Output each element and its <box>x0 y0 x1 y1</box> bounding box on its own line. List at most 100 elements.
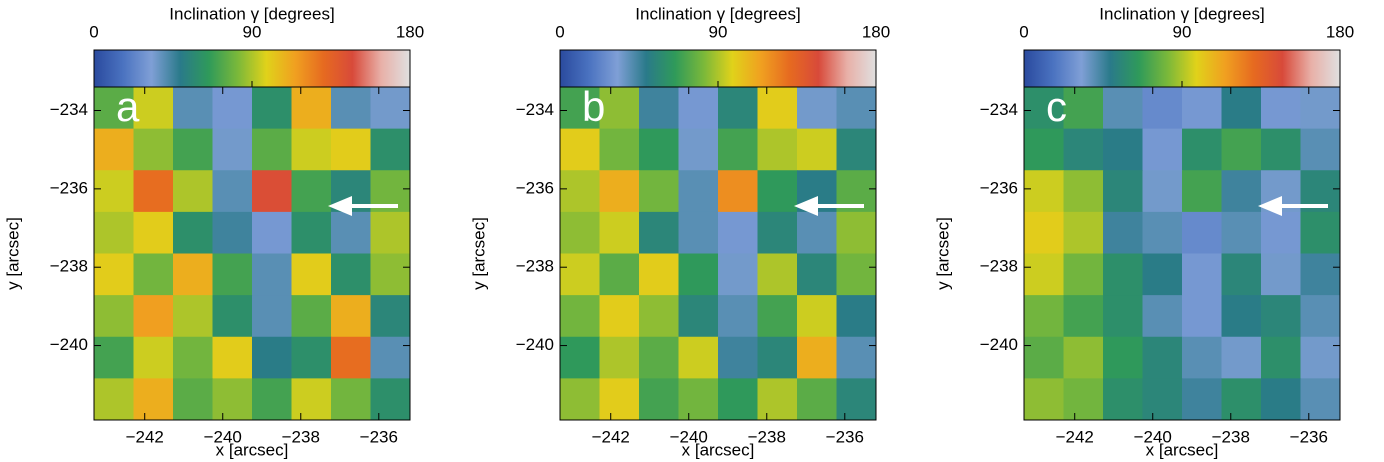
heatmap-cell <box>1024 87 1064 130</box>
heatmap-cell <box>1024 211 1064 254</box>
heatmap-cell <box>757 170 798 213</box>
y-tick-label: −234 <box>980 100 1018 119</box>
heatmap-cell <box>678 128 719 171</box>
heatmap-cell <box>1300 87 1341 130</box>
heatmap-cell <box>599 295 640 338</box>
heatmap-cell <box>1024 253 1064 296</box>
heatmap-cell <box>370 378 411 421</box>
heatmap-cell <box>1024 170 1064 213</box>
heatmap-cell <box>1221 336 1262 379</box>
heatmap-cell <box>639 295 679 338</box>
heatmap-cell <box>370 336 411 379</box>
y-tick-label: −236 <box>980 178 1018 197</box>
heatmap-cell <box>1103 211 1143 254</box>
heatmap-cell <box>1300 211 1341 254</box>
heatmap-cell <box>133 336 174 379</box>
heatmap-cell <box>560 87 600 130</box>
heatmap-cell <box>1024 295 1064 338</box>
colorbar-title: Inclination γ [degrees] <box>1099 4 1264 23</box>
y-tick-label: −238 <box>980 257 1018 276</box>
heatmap-cell <box>599 378 640 421</box>
y-axis-label: y [arcsec] <box>3 217 22 290</box>
x-tick-label: −238 <box>1212 427 1250 446</box>
colorbar-tick-label: 180 <box>862 22 890 41</box>
heatmap-cell <box>133 295 174 338</box>
heatmap-cell <box>1063 170 1104 213</box>
heatmap-cell <box>1063 253 1104 296</box>
heatmap-cell <box>94 87 134 130</box>
heatmap-cell <box>836 128 877 171</box>
heatmap-cell <box>173 336 213 379</box>
plot-frame <box>559 86 877 421</box>
heatmap-cell <box>133 211 174 254</box>
x-tick-label: −238 <box>748 427 786 446</box>
heatmap-cell <box>560 170 600 213</box>
heatmap-cell <box>836 378 877 421</box>
heatmap-cell <box>1182 253 1222 296</box>
colorbar <box>93 49 411 88</box>
heatmap-cell <box>173 128 213 171</box>
heatmap-cell <box>639 170 679 213</box>
heatmap-cell <box>1103 295 1143 338</box>
heatmap-cell <box>1221 378 1262 421</box>
heatmap-cell <box>718 295 758 338</box>
heatmap-cell <box>370 87 411 130</box>
heatmap-cell <box>1182 295 1222 338</box>
panel-letter: b <box>582 83 605 130</box>
heatmap-cell <box>639 378 679 421</box>
heatmap-cell <box>757 87 798 130</box>
x-axis-label: x [arcsec] <box>216 440 289 459</box>
arrow-head <box>1258 196 1282 216</box>
plot-frame <box>93 86 411 421</box>
heatmap-cell <box>331 87 371 130</box>
heatmap-cell <box>1182 170 1222 213</box>
heatmap-cell <box>331 128 371 171</box>
heatmap-cell <box>1103 128 1143 171</box>
heatmap-cell <box>836 211 877 254</box>
x-tick-label: −242 <box>126 427 164 446</box>
heatmap-cell <box>560 378 600 421</box>
arrow-head <box>794 196 818 216</box>
heatmap-cell <box>1182 128 1222 171</box>
heatmap-cell <box>1221 295 1262 338</box>
heatmap-cell <box>1063 336 1104 379</box>
heatmap-cell <box>599 87 640 130</box>
heatmap-cell <box>797 211 837 254</box>
heatmap-cell <box>370 128 411 171</box>
heatmap-cell <box>291 336 332 379</box>
heatmap-cell <box>1261 336 1301 379</box>
heatmap-cell <box>1063 211 1104 254</box>
heatmap-cell <box>1221 253 1262 296</box>
heatmap-cell <box>252 378 292 421</box>
heatmap-cell <box>252 87 292 130</box>
heatmap-cell <box>94 170 134 213</box>
y-tick-label: −236 <box>516 178 554 197</box>
heatmap-cell <box>370 295 411 338</box>
x-tick-label: −236 <box>1290 427 1328 446</box>
heatmap-cell <box>678 87 719 130</box>
heatmap-cell <box>212 87 253 130</box>
heatmap-cell <box>797 128 837 171</box>
heatmap-cell <box>560 128 600 171</box>
heatmap-cell <box>370 211 411 254</box>
heatmap-cell <box>797 295 837 338</box>
heatmap-cell <box>94 128 134 171</box>
heatmap-cell <box>291 378 332 421</box>
colorbar-tick-label: 0 <box>555 22 564 41</box>
heatmap-cell <box>291 87 332 130</box>
heatmap-cell <box>291 128 332 171</box>
heatmap-cell <box>291 170 332 213</box>
heatmap-cell <box>1103 170 1143 213</box>
heatmap-cell <box>291 295 332 338</box>
heatmap-cell <box>678 295 719 338</box>
x-tick-label: −242 <box>592 427 630 446</box>
heatmap-cell <box>639 87 679 130</box>
colorbar-tick-label: 0 <box>1019 22 1028 41</box>
heatmap-cell <box>599 211 640 254</box>
arrow-head <box>328 196 352 216</box>
heatmap-cell <box>1261 211 1301 254</box>
colorbar-tick-label: 180 <box>1326 22 1354 41</box>
heatmap-cell <box>1261 87 1301 130</box>
heatmap-cell <box>639 211 679 254</box>
colorbar-tick-label: 180 <box>396 22 424 41</box>
